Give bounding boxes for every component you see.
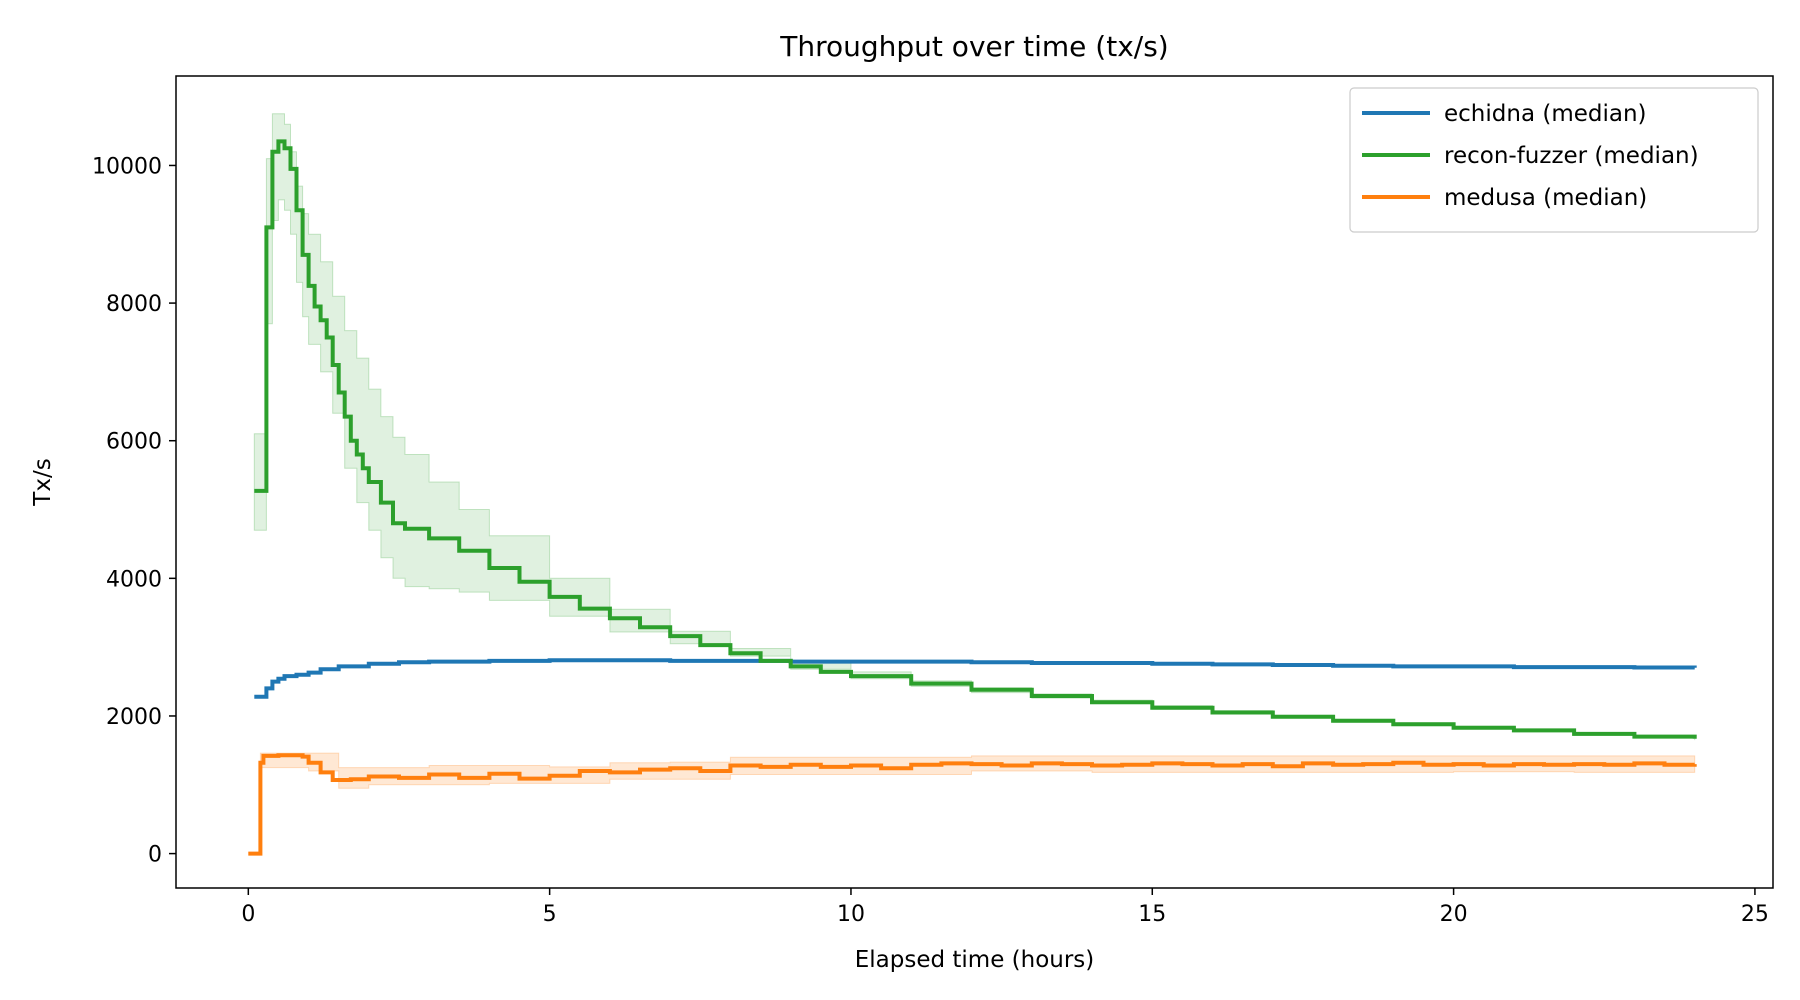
y-tick-label: 10000	[92, 154, 162, 179]
band-recon-fuzzer	[253, 113, 1696, 741]
plot-area	[175, 75, 1774, 889]
confidence-bands	[253, 113, 1696, 789]
y-axis-label: Tx/s	[30, 458, 56, 506]
legend: echidna (median) recon-fuzzer (median) med…	[1349, 87, 1759, 233]
x-tick-label: 10	[837, 902, 865, 927]
band-medusa	[259, 752, 1696, 789]
x-tick-label: 15	[1138, 902, 1166, 927]
series-line-medusa	[248, 753, 1697, 856]
y-tick-label: 2000	[106, 705, 162, 730]
series-line-recon-fuzzer	[254, 139, 1697, 739]
legend-label: echidna (median)	[1444, 101, 1647, 127]
x-axis-label: Elapsed time (hours)	[855, 947, 1095, 973]
x-tick-label: 20	[1440, 902, 1468, 927]
y-tick-label: 6000	[106, 430, 162, 455]
legend-box	[1349, 87, 1759, 233]
y-tick-label: 4000	[106, 567, 162, 592]
y-tick-label: 0	[148, 843, 162, 868]
x-tick-label: 5	[543, 902, 557, 927]
x-axis-ticks: 0 5 10 15 20 25	[241, 888, 1769, 927]
x-tick-label: 25	[1741, 902, 1769, 927]
x-tick-label: 0	[241, 902, 255, 927]
series-lines	[248, 139, 1697, 856]
series-line-echidna	[254, 658, 1697, 699]
legend-label: recon-fuzzer (median)	[1444, 143, 1699, 169]
chart-title: Throughput over time (tx/s)	[779, 30, 1168, 63]
y-axis-ticks: 0 2000 4000 6000 8000 10000	[92, 154, 176, 868]
y-tick-label: 8000	[106, 292, 162, 317]
legend-label: medusa (median)	[1444, 185, 1647, 211]
